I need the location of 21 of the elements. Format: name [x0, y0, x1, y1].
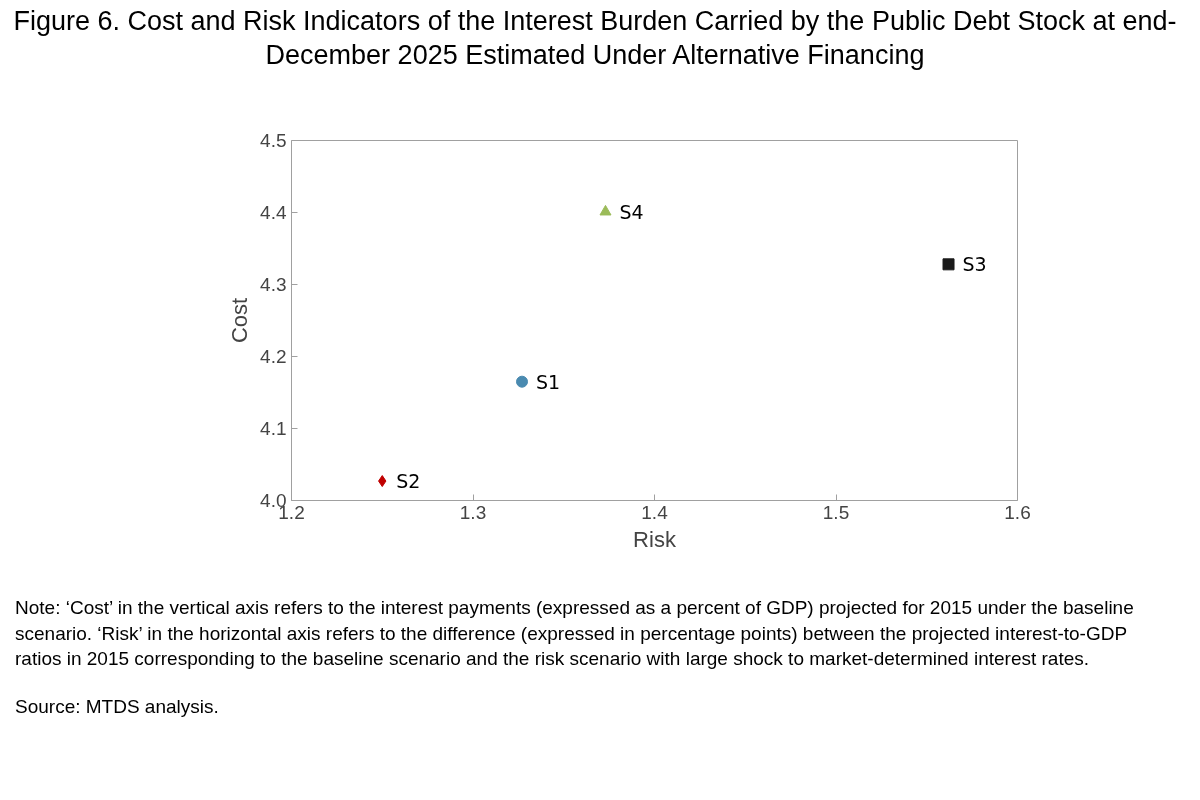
x-tick-label: 1.3: [459, 501, 487, 523]
x-tick-label: 1.4: [641, 501, 669, 523]
y-tick-label: 4.4: [260, 202, 287, 223]
y-axis-title: Cost: [227, 297, 253, 344]
text: Note: ‘Cost’ in the vertical axis refers to the interest payments (expressed as a percent of GDP) projected for 2015 under the baseline scenario. ‘Risk’ in the horizontal axis refers to the difference (expressed in percentage points) between the projected interest-to-GDP ratios in 2015 corresponding to the baseline scenario and the risk scenario with large shock to market-determined interest rates.: [15, 596, 1135, 672]
x-axis-title: Risk: [633, 526, 677, 552]
y-tick-label: 4.1: [260, 418, 287, 439]
y-tick-label: 4.5: [260, 130, 287, 151]
chart-title: Figure 6. Cost and Risk Indicators of the Interest Burden Carried by the Public Debt Stock at end-December 2025 Estimated Under Alternative Financing: [12, 5, 1178, 72]
series-label: S2: [396, 470, 421, 493]
x-tick-label: 1.5: [822, 501, 850, 523]
series-label: S4: [619, 200, 644, 223]
point: [599, 204, 612, 216]
y-tick-label: 4.2: [260, 346, 287, 367]
point: [516, 375, 529, 388]
series-label: S3: [962, 253, 987, 276]
series-label: S1: [536, 370, 561, 393]
x-tick-label: 1.6: [1004, 501, 1031, 523]
y-tick-label: 4.3: [260, 274, 287, 295]
point: [942, 258, 955, 271]
source-note: Source: MTDS analysis.: [15, 694, 220, 719]
